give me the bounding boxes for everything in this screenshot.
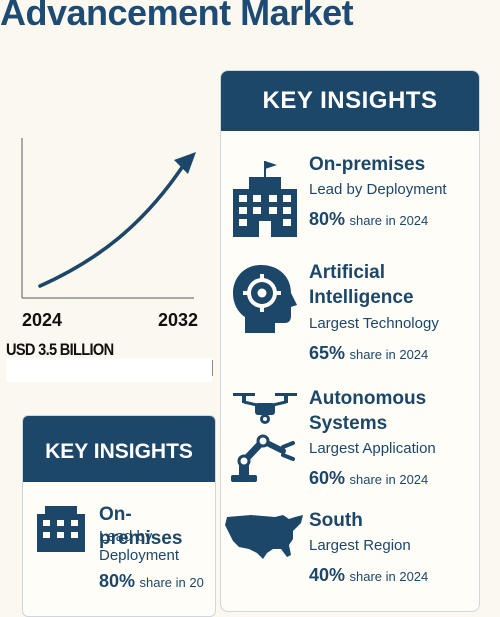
ai-head-gear-icon [233, 265, 297, 333]
share-value: 80% [309, 209, 346, 229]
card2-share: 80% share in 20 [99, 571, 204, 592]
insight-share-on-premises: 80% share in 2024 [309, 209, 428, 230]
blank-strip [6, 358, 212, 382]
key-insights-panel: KEY INSIGHTS On-premises Lead by Deploym… [220, 70, 480, 612]
insight-title-autonomous-line2: Systems [309, 413, 388, 434]
key-insights-card-secondary: KEY INSIGHTS On-premises Lead by Deploym… [22, 415, 216, 617]
insight-title-ai-line1: Artificial [309, 262, 386, 283]
share-value: 40% [309, 565, 346, 585]
us-map-icon [225, 515, 303, 559]
growth-chart [21, 138, 196, 299]
drone-robot-arm-icon [231, 393, 297, 482]
card2-subtitle-line2: Deployment [99, 547, 180, 564]
insight-title-autonomous-line1: Autonomous [309, 388, 427, 409]
share-text: share in 2024 [349, 472, 429, 487]
insight-title-on-premises: On-premises [309, 154, 426, 175]
insight-share-ai: 65% share in 2024 [309, 343, 428, 364]
share-value: 80% [99, 571, 136, 591]
card2-title: On-premises [99, 504, 183, 549]
share-text: share in 20 [139, 575, 204, 590]
card2-subtitle-line1: Lead by [99, 528, 153, 545]
insight-subtitle-application: Largest Application [309, 440, 436, 457]
share-value: 65% [309, 343, 346, 363]
building-icon [37, 506, 85, 552]
share-value: 60% [309, 468, 346, 488]
end-year-label: 2032 [158, 310, 199, 330]
growth-arrowhead [174, 152, 196, 174]
panel-heading: KEY INSIGHTS [221, 71, 479, 131]
share-text: share in 2024 [349, 347, 429, 362]
insight-share-autonomous: 60% share in 2024 [309, 468, 428, 489]
market-value-label: USD 3.5 BILLION [6, 340, 114, 359]
insight-subtitle-technology: Largest Technology [309, 315, 439, 332]
insight-title-ai-line2: Intelligence [309, 287, 414, 308]
card2-heading: KEY INSIGHTS [23, 416, 215, 482]
growth-curve [38, 164, 185, 288]
divider-line [212, 360, 213, 376]
share-text: share in 2024 [349, 569, 429, 584]
share-text: share in 2024 [349, 213, 429, 228]
insight-title-south: South [309, 510, 363, 531]
insight-subtitle-region: Largest Region [309, 537, 411, 554]
insight-subtitle-deployment: Lead by Deployment [309, 181, 447, 198]
insight-share-south: 40% share in 2024 [309, 565, 428, 586]
page-title: Advancement Market [0, 0, 354, 33]
building-icon [233, 161, 297, 237]
start-year-label: 2024 [22, 310, 63, 330]
